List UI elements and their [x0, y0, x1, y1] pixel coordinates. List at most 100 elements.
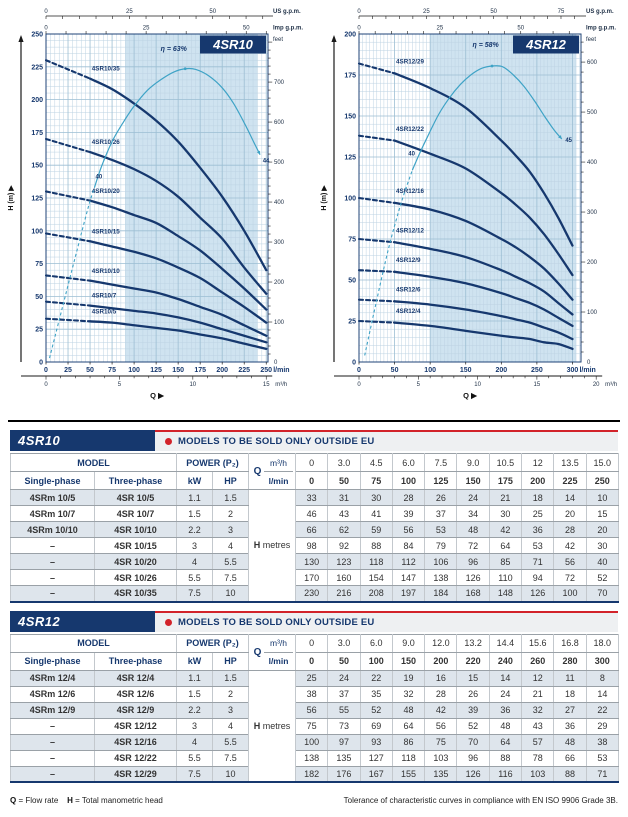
gpm-tick-label: 25: [126, 9, 133, 15]
head-value: 53: [424, 521, 458, 538]
gpm-tick-label: 0: [44, 26, 48, 32]
h-axis-title: H (m) ▶: [8, 185, 15, 211]
head-value: 15: [456, 669, 490, 687]
head-value: 126: [456, 569, 490, 586]
table-row: 4SRm 10/7 4SR 10/7 1.5 2 46 43 41 39 37 34 30 25 20 1…: [10, 505, 619, 522]
head-value: 48: [391, 701, 426, 719]
tolerance-note: Tolerance of characteristic curves in co…: [343, 796, 618, 805]
flow-lmin-value: 100: [391, 471, 426, 490]
feet-tick-label: 600: [274, 120, 285, 126]
hp-value: 10: [212, 585, 249, 602]
flow-m3h-value: 9.0: [456, 453, 490, 472]
model-header: MODEL: [10, 453, 177, 472]
head-value: 96: [456, 553, 490, 570]
flow-lmin-value: 100: [359, 651, 393, 671]
head-value: 182: [294, 765, 329, 783]
m3h-tick-label: 15: [534, 382, 541, 388]
eu-notice-text: MODELS TO BE SOLD ONLY OUTSIDE EU: [178, 436, 375, 447]
head-value: 86: [391, 733, 426, 751]
curve-label: 4SR10/10: [92, 268, 121, 275]
head-value: 118: [359, 553, 393, 570]
flow-m3h-value: 7.5: [424, 453, 458, 472]
pump-curve-4SR10/15: [88, 240, 268, 324]
head-value: 36: [553, 717, 587, 735]
pump-curve-4SR10/20: [88, 199, 268, 311]
curve-label: 4SR10/35: [92, 66, 121, 73]
hp-value: 10: [212, 765, 249, 783]
head-value: 26: [456, 685, 490, 703]
m3h-unit-label: m³/h: [605, 382, 617, 388]
y-tick-label: 125: [31, 196, 43, 203]
feet-unit-label: feet: [586, 37, 596, 43]
pump-curve-dashed-4SR10/10: [44, 274, 92, 282]
gpm-tick-label: 50: [517, 26, 524, 32]
pump-curve-dashed-4SR10/5: [44, 317, 92, 323]
kw-value: 7.5: [176, 585, 213, 602]
eu-notice: MODELS TO BE SOLD ONLY OUTSIDE EU: [155, 430, 618, 451]
table-row: –4SR 10/35 7.5 10 230 216 208 197 184 168 148 126 1…: [10, 585, 619, 602]
q-symbol: Q: [253, 646, 262, 658]
flow-lmin-value: 280: [553, 651, 587, 671]
head-value: 42: [488, 521, 523, 538]
table-row: –4SR 12/22 5.5 7.5 138 135 127 118 103 96 88 78 66 5…: [10, 749, 619, 767]
head-value: 184: [424, 585, 458, 602]
head-value: 32: [521, 701, 555, 719]
x-tick-label: 125: [150, 367, 162, 374]
flow-lmin-value: 225: [553, 471, 587, 490]
y-tick-label: 225: [31, 64, 43, 71]
table-row: 4SRm 12/9 4SR 12/9 2.2 3 56 55 52 48 42 39 36 32 27 2…: [10, 701, 619, 719]
tables-section: 4SR10 MODELS TO BE SOLD ONLY OUTSIDE EU MO…: [0, 422, 628, 783]
head-value: 39: [456, 701, 490, 719]
head-value: 71: [521, 553, 555, 570]
table-row: –4SR 10/26 5.5 7.5 170 160 154 147 138 126 110 94 7…: [10, 569, 619, 586]
head-value: 59: [359, 521, 393, 538]
charts-row: 0 25 50 75 100 125 150 175 200 225 250 0 25 50 75 100 12…: [8, 9, 617, 400]
head-value: 28: [391, 489, 426, 506]
three-phase-model: 4SR 12/6: [94, 685, 177, 703]
three-phase-model: 4SR 12/16: [94, 733, 177, 751]
head-value: 170: [294, 569, 329, 586]
pump-curve-4SR10/7: [88, 304, 268, 344]
efficiency-curve: [411, 65, 563, 171]
gpm-unit-label: US g.p.m.: [273, 9, 301, 15]
head-value: 154: [359, 569, 393, 586]
head-value: 93: [359, 733, 393, 751]
x-tick-label: 300: [567, 367, 579, 374]
efficiency-marker-start: 40: [96, 174, 103, 180]
model-header: MODEL: [10, 633, 177, 653]
single-phase-model: –: [10, 765, 95, 783]
head-value: 72: [456, 537, 490, 554]
head-value: 39: [391, 505, 426, 522]
q-definition: = Flow rate: [18, 796, 59, 805]
section-divider: [8, 420, 620, 422]
series-badge: 4SR10: [10, 430, 155, 451]
head-value: 30: [359, 489, 393, 506]
head-value: 88: [553, 765, 587, 783]
efficiency-marker-start: 40: [408, 151, 415, 157]
head-value: 71: [585, 765, 619, 783]
efficiency-arrow: [558, 135, 562, 139]
head-value: 41: [359, 505, 393, 522]
pump-curve-dashed-4SR12/22: [357, 134, 396, 142]
kw-header: kW: [176, 471, 213, 490]
header-row: Single-phase Three-phase kW HP 0 50 75 100 125 15…: [10, 471, 619, 490]
grid: [46, 34, 268, 362]
curve-label: 4SR10/7: [92, 293, 117, 300]
head-value: 110: [488, 569, 523, 586]
lmin-unit: l/min: [268, 475, 289, 486]
head-value: 20: [585, 521, 619, 538]
head-value: 147: [391, 569, 426, 586]
flow-m3h-value: 15.0: [585, 453, 619, 472]
feet-tick-label: 0: [587, 360, 591, 366]
flow-m3h-value: 10.5: [488, 453, 523, 472]
flow-m3h-value: 16.8: [553, 633, 587, 653]
y-tick-label: 200: [344, 32, 356, 39]
hp-value: 1.5: [212, 489, 249, 506]
q-symbol: Q: [10, 796, 17, 805]
gpm-unit-label: Imp g.p.m.: [586, 26, 616, 32]
table-row: 4SRm 10/10 4SR 10/10 2.2 3 66 62 59 56 53 48 42 36 2…: [10, 521, 619, 538]
feet-tick-label: 700: [274, 80, 285, 86]
